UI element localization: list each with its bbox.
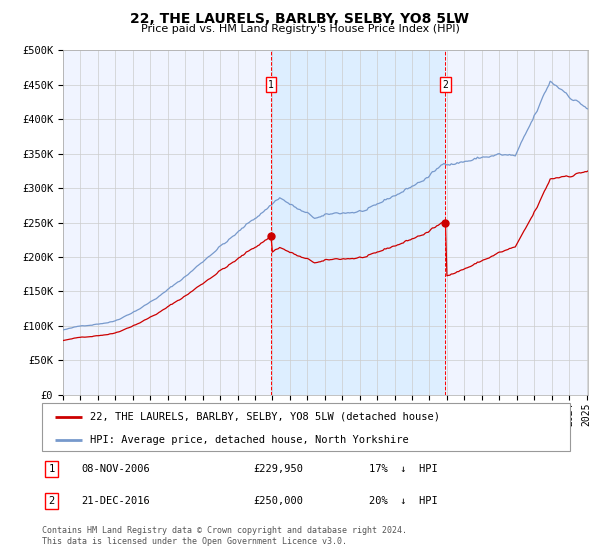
Text: £250,000: £250,000 [253, 496, 303, 506]
FancyBboxPatch shape [42, 403, 570, 451]
Text: 08-NOV-2006: 08-NOV-2006 [82, 464, 151, 474]
Text: Price paid vs. HM Land Registry's House Price Index (HPI): Price paid vs. HM Land Registry's House … [140, 24, 460, 34]
Text: 2: 2 [49, 496, 55, 506]
Text: 1: 1 [49, 464, 55, 474]
Text: 22, THE LAURELS, BARLBY, SELBY, YO8 5LW: 22, THE LAURELS, BARLBY, SELBY, YO8 5LW [131, 12, 470, 26]
Text: 2: 2 [443, 80, 448, 90]
Bar [271, 50, 445, 395]
Text: 20%  ↓  HPI: 20% ↓ HPI [370, 496, 438, 506]
Text: 22, THE LAURELS, BARLBY, SELBY, YO8 5LW (detached house): 22, THE LAURELS, BARLBY, SELBY, YO8 5LW … [89, 412, 440, 422]
Text: HPI: Average price, detached house, North Yorkshire: HPI: Average price, detached house, Nort… [89, 435, 408, 445]
Text: 1: 1 [268, 80, 274, 90]
Text: Contains HM Land Registry data © Crown copyright and database right 2024.
This d: Contains HM Land Registry data © Crown c… [42, 526, 407, 546]
Text: 21-DEC-2016: 21-DEC-2016 [82, 496, 151, 506]
Text: 17%  ↓  HPI: 17% ↓ HPI [370, 464, 438, 474]
Text: £229,950: £229,950 [253, 464, 303, 474]
